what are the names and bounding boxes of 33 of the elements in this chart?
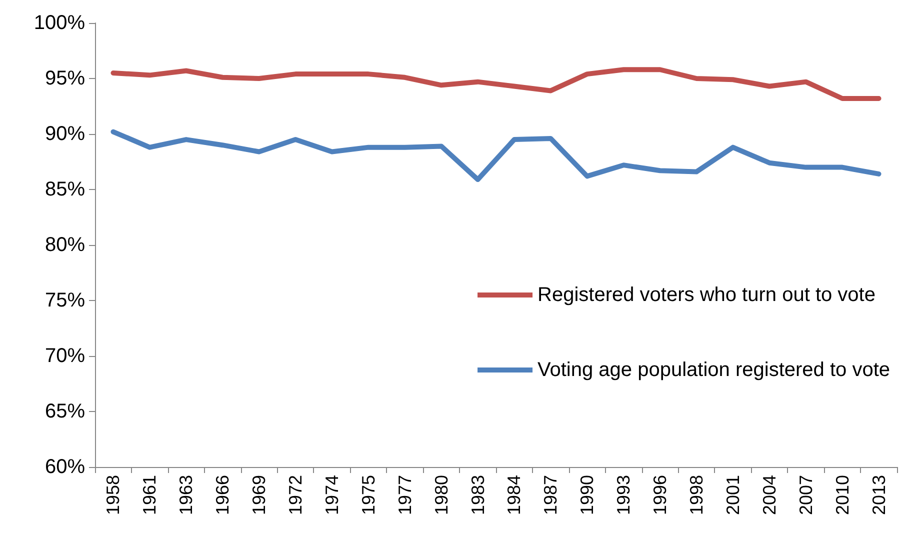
- x-tick-label: 1996: [650, 475, 670, 516]
- x-tick-label: 2010: [832, 475, 852, 516]
- y-tick-label: 80%: [44, 234, 86, 256]
- x-tick-label: 1958: [103, 475, 124, 516]
- x-tick-label: 1963: [176, 475, 196, 516]
- legend-label: Voting age population registered to vote: [538, 359, 890, 381]
- x-tick-label: 2013: [868, 475, 889, 516]
- x-tick-label: 1987: [540, 475, 561, 516]
- y-tick-label: 100%: [34, 12, 86, 34]
- x-tick-label: 1980: [431, 475, 452, 516]
- x-tick-label: 1984: [504, 475, 524, 516]
- y-tick-label: 90%: [44, 123, 86, 145]
- x-tick-label: 1990: [577, 475, 598, 516]
- y-tick-label: 65%: [44, 400, 86, 422]
- x-tick-label: 1961: [140, 475, 160, 516]
- x-tick-label: 1998: [686, 475, 706, 516]
- x-tick-label: 2007: [796, 475, 816, 516]
- x-tick-label: 1974: [322, 475, 342, 516]
- x-tick-label: 2004: [759, 475, 780, 516]
- legend-label: Registered voters who turn out to vote: [538, 284, 876, 306]
- y-tick-label: 75%: [44, 290, 86, 312]
- y-tick-label: 85%: [44, 178, 86, 200]
- x-tick-label: 1977: [394, 475, 415, 516]
- x-tick-label: 1966: [212, 475, 233, 516]
- y-tick-label: 60%: [44, 456, 86, 478]
- x-tick-label: 2001: [722, 475, 743, 516]
- y-tick-label: 95%: [44, 68, 86, 90]
- x-tick-label: 1969: [249, 475, 270, 516]
- x-tick-label: 1975: [358, 475, 378, 516]
- x-tick-label: 1983: [468, 475, 488, 516]
- x-tick-label: 1972: [286, 475, 306, 516]
- y-tick-label: 70%: [44, 345, 86, 367]
- x-tick-label: 1993: [614, 475, 634, 516]
